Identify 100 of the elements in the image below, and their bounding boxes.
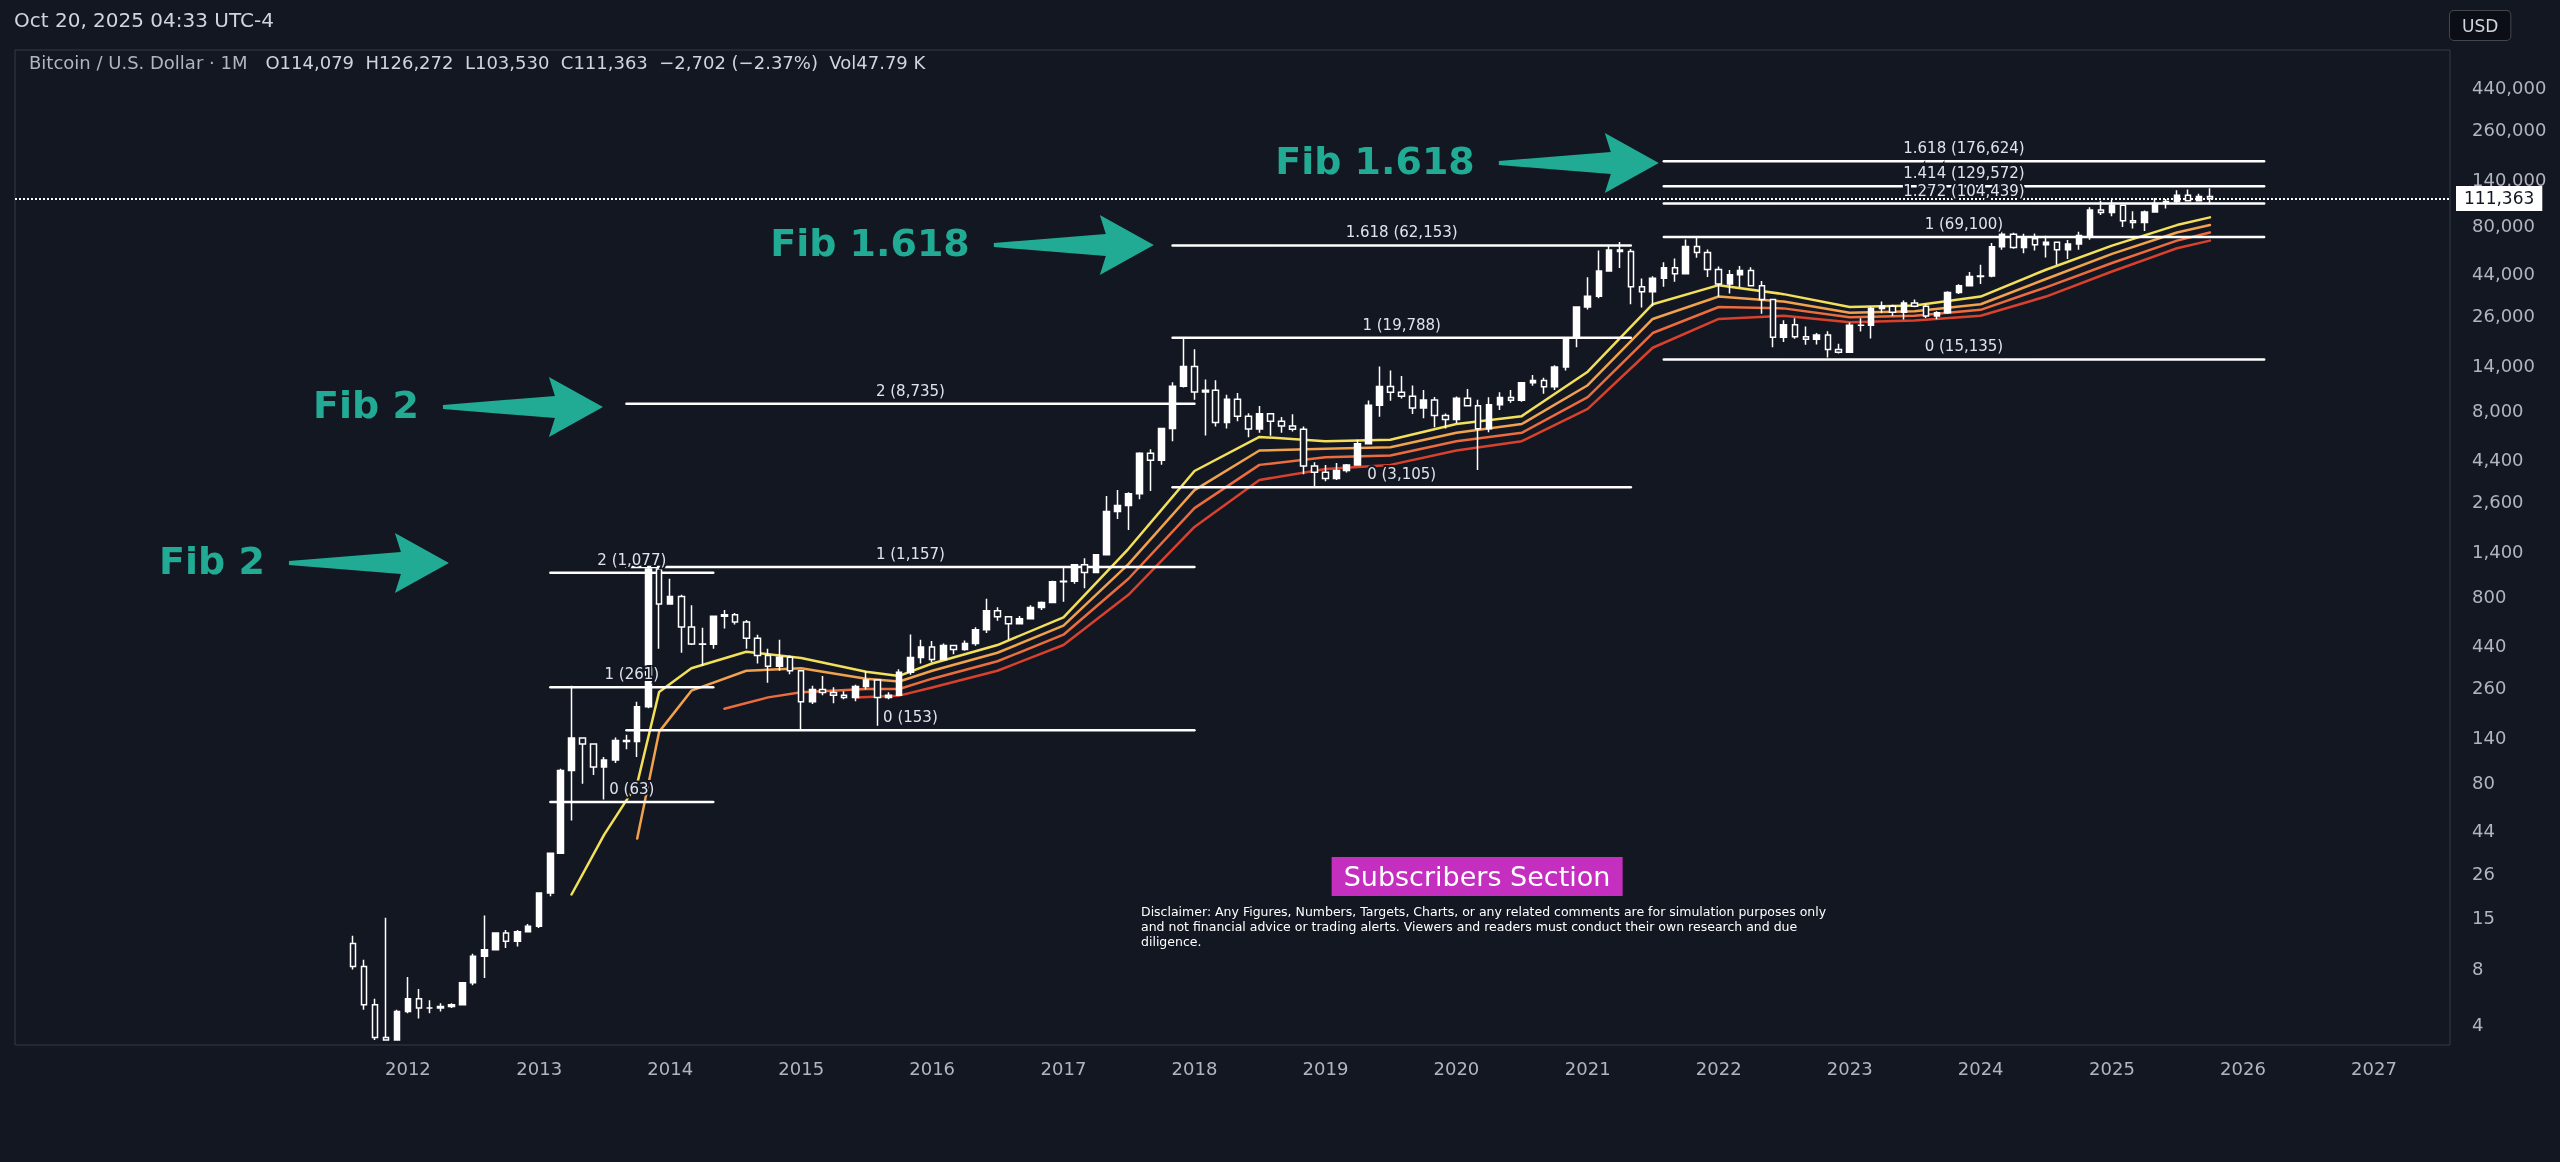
candlestick <box>677 594 686 654</box>
candlestick <box>906 633 915 676</box>
candlestick <box>622 733 631 750</box>
candlestick <box>851 684 860 703</box>
candlestick <box>1288 413 1297 433</box>
annotation: Fib 1.618 <box>1275 138 1475 183</box>
candlestick <box>1660 261 1668 288</box>
candlestick <box>1496 391 1504 411</box>
y-tick-label: 1,400 <box>2472 541 2524 563</box>
annotation: Fib 1.618 <box>770 220 970 265</box>
x-tick-label: 2017 <box>1040 1057 1087 1079</box>
candlestick <box>1223 394 1231 430</box>
candlestick <box>1922 302 1930 319</box>
candlestick <box>1485 396 1493 433</box>
candlestick <box>1703 248 1712 278</box>
candlestick <box>1026 604 1035 621</box>
y-tick-label: 4,400 <box>2472 448 2524 470</box>
y-tick-label: 44,000 <box>2472 262 2535 284</box>
y-tick-label: 80 <box>2472 772 2495 794</box>
candlestick <box>1878 300 1886 314</box>
candlestick <box>502 929 510 949</box>
candlestick <box>1463 388 1472 408</box>
candlestick <box>709 614 718 650</box>
annotation: Subscribers Section <box>1331 857 1623 896</box>
candlestick <box>1583 276 1592 311</box>
candlestick <box>1779 319 1788 343</box>
annotation: Fib 2 <box>159 538 265 583</box>
y-tick-label: 140,000 <box>2472 169 2547 191</box>
candlestick <box>1812 332 1821 346</box>
candlestick <box>775 638 784 672</box>
candlestick <box>513 929 522 948</box>
y-tick-label: 260 <box>2472 676 2507 698</box>
candlestick <box>1638 277 1646 309</box>
candlestick <box>1386 369 1395 402</box>
candlestick <box>1201 378 1210 437</box>
candlestick <box>1048 580 1057 604</box>
candlestick <box>1255 405 1264 434</box>
candlestick <box>349 935 357 971</box>
candlestick <box>1266 412 1275 437</box>
y-tick-label: 4 <box>2472 1013 2484 1035</box>
candlestick <box>1834 343 1843 355</box>
candlestick <box>808 684 817 705</box>
candlestick <box>1124 491 1133 531</box>
candlestick <box>698 627 707 667</box>
y-tick-label: 14,000 <box>2472 355 2535 377</box>
candlestick <box>895 668 903 697</box>
candlestick <box>1364 399 1373 445</box>
candlestick <box>949 644 958 656</box>
candlestick <box>873 679 882 727</box>
candlestick <box>1375 365 1384 418</box>
x-tick-label: 2023 <box>1826 1057 1873 1079</box>
candlestick <box>1976 263 1985 285</box>
candlestick <box>578 736 587 785</box>
candlestick <box>840 690 848 700</box>
candlestick <box>1550 364 1559 391</box>
candlestick <box>2053 240 2061 266</box>
candlestick <box>1714 265 1723 298</box>
series-label: 1.618 (62,153) <box>1345 223 1458 242</box>
candlestick <box>1857 317 1865 333</box>
candlestick <box>1507 389 1515 404</box>
series-label: 1.414 (129,572) <box>1903 164 2025 183</box>
candlestick <box>764 648 772 684</box>
candlestick <box>2140 209 2149 232</box>
x-tick-label: 2015 <box>778 1057 825 1079</box>
candlestick <box>1529 374 1537 387</box>
candlestick <box>1113 489 1122 520</box>
series-label: 0 (3,105) <box>1367 465 1437 484</box>
series-label: 1 (69,100) <box>1924 214 2004 233</box>
x-tick-label: 2016 <box>909 1057 956 1079</box>
candlestick <box>404 976 412 1014</box>
candlestick <box>1910 298 1919 309</box>
candlestick <box>1004 615 1013 641</box>
ref-line-label: 111,363 <box>2464 188 2535 209</box>
candlestick <box>360 959 368 1011</box>
candlestick <box>742 619 751 650</box>
x-tick-label: 2020 <box>1433 1057 1480 1079</box>
candlestick <box>1595 249 1603 300</box>
annotation: Fib 2 <box>313 382 419 427</box>
candlestick <box>1900 299 1908 321</box>
candlestick <box>1419 389 1428 420</box>
candlestick <box>546 852 555 897</box>
candlestick <box>447 1002 456 1009</box>
candlestick <box>1441 412 1450 430</box>
candlestick <box>1452 395 1461 425</box>
series-label: 2 (1,077) <box>597 550 667 569</box>
candlestick <box>1342 463 1351 474</box>
candlestick <box>589 743 598 776</box>
candlestick <box>1726 269 1734 295</box>
candlestick <box>1517 381 1526 403</box>
y-tick-label: 8 <box>2472 957 2484 979</box>
series-label: 2 (8,735) <box>875 381 945 400</box>
series-label: 1.618 (176,624) <box>1903 139 2025 158</box>
candlestick <box>961 639 969 652</box>
candlestick <box>1791 317 1799 340</box>
candlestick <box>1430 396 1439 429</box>
candlestick <box>1157 427 1166 466</box>
candlestick <box>666 578 674 605</box>
candlestick <box>1955 283 1963 295</box>
x-tick-label: 2022 <box>1695 1057 1742 1079</box>
y-tick-label: 2,600 <box>2472 491 2524 513</box>
